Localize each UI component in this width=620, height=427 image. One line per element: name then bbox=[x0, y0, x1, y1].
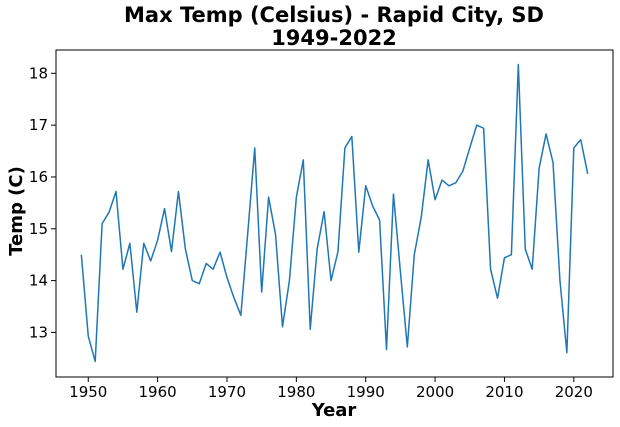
chart-title-line-1: Max Temp (Celsius) - Rapid City, SD bbox=[124, 3, 544, 27]
y-tick-label: 13 bbox=[29, 323, 48, 341]
x-tick-label: 1950 bbox=[69, 383, 107, 401]
x-tick-label: 1980 bbox=[277, 383, 315, 401]
x-tick-label: 2020 bbox=[555, 383, 593, 401]
x-axis-label: Year bbox=[311, 400, 357, 421]
y-tick-label: 14 bbox=[29, 272, 48, 290]
y-axis-label: Temp (C) bbox=[6, 166, 27, 256]
y-tick-label: 17 bbox=[29, 116, 48, 134]
series-line-max-temp bbox=[80, 63, 589, 363]
plot-frame bbox=[55, 49, 614, 378]
chart-title-line-2: 1949-2022 bbox=[271, 26, 397, 50]
plot-area: 1950 1960 1970 1980 1990 2000 2010 2020 13 14 15 16… bbox=[29, 49, 614, 401]
y-tick-label: 18 bbox=[29, 64, 48, 82]
x-tick-label: 1960 bbox=[139, 383, 177, 401]
y-tick-label: 15 bbox=[29, 220, 48, 238]
x-tick-label: 1970 bbox=[208, 383, 246, 401]
x-tick-label: 1990 bbox=[347, 383, 385, 401]
x-tick-label: 2010 bbox=[485, 383, 523, 401]
x-tick-label: 2000 bbox=[416, 383, 454, 401]
y-tick-label: 16 bbox=[29, 168, 48, 186]
